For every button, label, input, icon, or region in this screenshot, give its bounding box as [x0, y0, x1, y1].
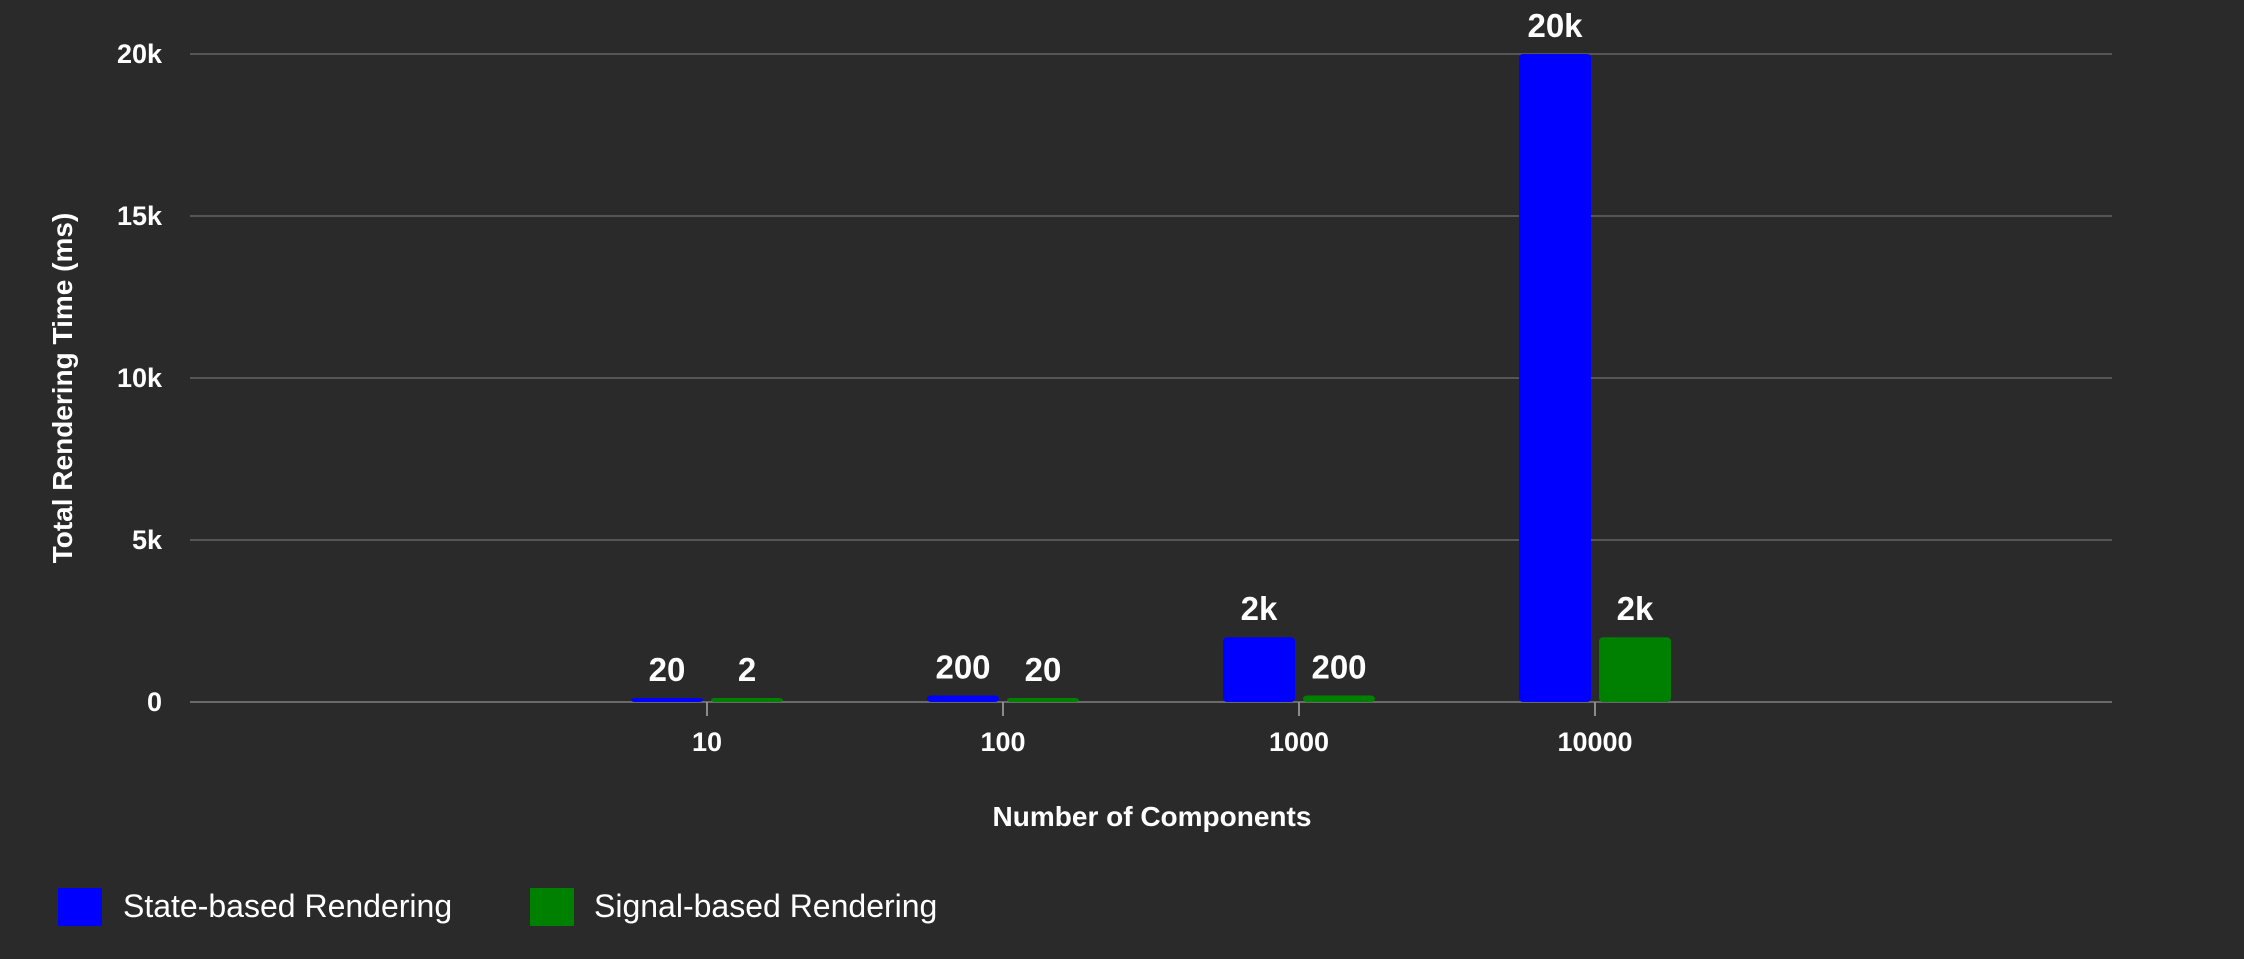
y-tick-label: 5k [132, 525, 163, 555]
data-label: 20k [1527, 7, 1583, 44]
data-label: 2k [1617, 590, 1654, 627]
x-tick-label: 10000 [1557, 727, 1632, 757]
y-tick-label: 0 [147, 687, 162, 717]
bar-signal-1000 [1303, 695, 1375, 702]
legend-label: State-based Rendering [123, 888, 452, 924]
legend-label: Signal-based Rendering [594, 888, 937, 924]
data-label: 2k [1241, 590, 1278, 627]
y-tick-label: 10k [117, 363, 163, 393]
legend: State-based Rendering Signal-based Render… [58, 888, 937, 926]
bar-signal-100 [1007, 698, 1079, 702]
x-axis-title: Number of Components [993, 801, 1312, 832]
bar-signal-10 [711, 698, 783, 702]
x-tick-label: 1000 [1269, 727, 1329, 757]
x-tick-label: 10 [692, 727, 722, 757]
data-label: 20 [1025, 651, 1062, 688]
bar-state-1000 [1223, 637, 1295, 702]
y-tick-label: 20k [117, 39, 163, 69]
bars [631, 54, 1671, 702]
legend-swatch [58, 888, 102, 926]
y-tick-label: 15k [117, 201, 163, 231]
bar-state-10000 [1519, 54, 1591, 702]
y-axis-title: Total Rendering Time (ms) [47, 213, 78, 564]
ticks: 0 5k 10k 15k 20k 10 100 1000 10000 [117, 39, 1633, 757]
data-label: 200 [1311, 649, 1366, 686]
bar-state-100 [927, 695, 999, 702]
legend-swatch [530, 888, 574, 926]
legend-item-signal[interactable]: Signal-based Rendering [530, 888, 937, 926]
data-label: 200 [935, 649, 990, 686]
data-label: 20 [649, 651, 686, 688]
bar-signal-10000 [1599, 637, 1671, 702]
x-tick-label: 100 [980, 727, 1025, 757]
data-label: 2 [738, 651, 756, 688]
legend-item-state[interactable]: State-based Rendering [58, 888, 452, 926]
bar-state-10 [631, 698, 703, 702]
gridlines [190, 53, 2112, 703]
data-labels: 20 2 200 20 2k 200 20k 2k [649, 7, 1654, 688]
